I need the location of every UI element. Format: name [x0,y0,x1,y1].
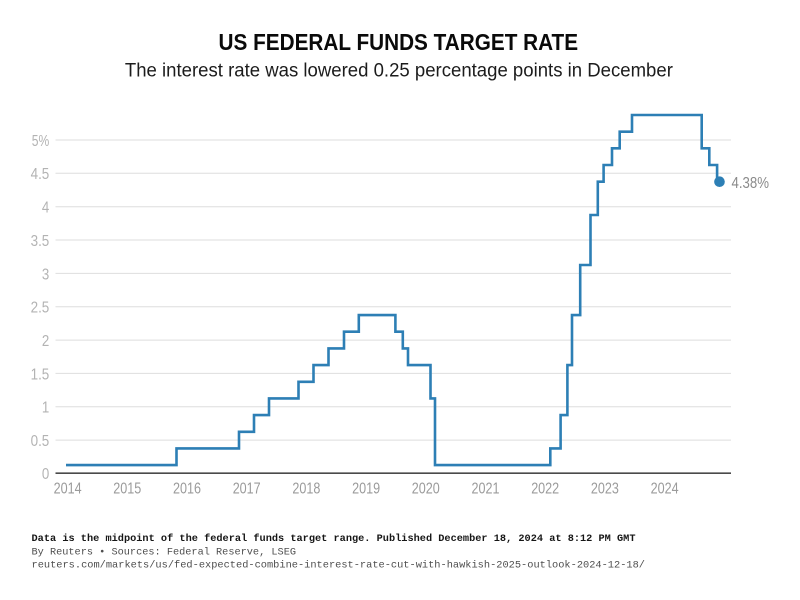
svg-text:2018: 2018 [292,481,320,498]
svg-text:The interest rate was lowered: The interest rate was lowered 0.25 perce… [125,60,674,81]
svg-text:2.5: 2.5 [31,300,50,317]
svg-text:0: 0 [42,466,50,483]
svg-text:2014: 2014 [54,481,82,498]
svg-text:1: 1 [42,400,49,417]
svg-text:4.5: 4.5 [31,166,50,183]
svg-text:2: 2 [42,333,49,350]
svg-text:2022: 2022 [531,481,559,498]
svg-text:2016: 2016 [173,481,201,498]
svg-text:US FEDERAL FUNDS TARGET RATE: US FEDERAL FUNDS TARGET RATE [219,29,579,55]
svg-text:2019: 2019 [352,481,380,498]
svg-text:2023: 2023 [591,481,619,498]
svg-text:By Reuters • Sources: Federal: By Reuters • Sources: Federal Reserve, L… [32,546,297,558]
svg-text:reuters.com/markets/us/fed-exp: reuters.com/markets/us/fed-expected-comb… [32,559,646,571]
svg-text:3.5: 3.5 [31,233,50,250]
svg-text:4.38%: 4.38% [732,175,770,192]
svg-text:2024: 2024 [651,481,679,498]
svg-text:Data is the midpoint of the fe: Data is the midpoint of the federal fund… [32,533,636,545]
svg-text:2017: 2017 [233,481,261,498]
svg-text:5%: 5% [32,133,50,150]
svg-text:1.5: 1.5 [31,366,50,383]
svg-text:2020: 2020 [412,481,440,498]
svg-text:2015: 2015 [113,481,141,498]
svg-text:4: 4 [42,200,50,217]
svg-text:3: 3 [42,266,49,283]
svg-text:2021: 2021 [472,481,500,498]
svg-text:0.5: 0.5 [31,433,50,450]
